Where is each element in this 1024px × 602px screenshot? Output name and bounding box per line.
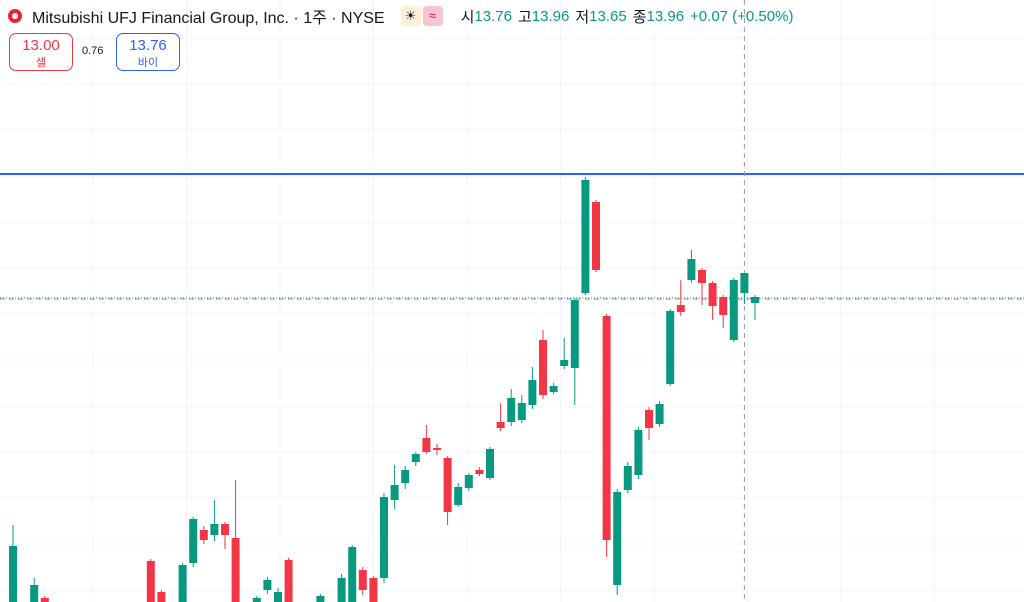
candle-body [475, 470, 484, 474]
candle-body [581, 180, 590, 293]
candle-body [30, 585, 39, 602]
candle-body [221, 524, 229, 535]
candle-body [433, 448, 441, 450]
header: Mitsubishi UFJ Financial Group, Inc. · 1… [8, 5, 793, 27]
candle-body [539, 340, 547, 395]
candle-body [592, 202, 600, 270]
candle-body [284, 560, 293, 602]
candle-body [698, 270, 706, 283]
ohlc-label: 종 [632, 8, 647, 26]
candle-body [570, 300, 579, 368]
candle-body [348, 547, 357, 602]
candle-body [210, 524, 219, 535]
candle-body [676, 305, 685, 312]
candle-body [719, 297, 728, 315]
candle-body [549, 386, 558, 392]
candle-body [40, 598, 49, 602]
candle-body [655, 404, 664, 424]
candle-body [231, 538, 240, 602]
candle-body [613, 492, 622, 585]
candle-body [263, 580, 272, 590]
candle-body [358, 570, 367, 590]
sell-price: 13.00 [22, 37, 60, 54]
candle-body [252, 598, 261, 602]
candle-body [634, 430, 643, 475]
candle-body [507, 398, 516, 422]
candle-body [496, 422, 505, 428]
candle-body [274, 592, 282, 602]
candle-body [740, 273, 749, 293]
candle-body [189, 519, 198, 563]
symbol-icon [8, 9, 22, 23]
sell-label: 셀 [35, 57, 47, 69]
candle-body [146, 561, 155, 602]
symbol-title[interactable]: Mitsubishi UFJ Financial Group, Inc. · 1… [32, 10, 385, 27]
market-status[interactable]: ☀ ≈ [400, 6, 443, 26]
candle-body [517, 403, 526, 420]
candle-body [411, 454, 420, 462]
candle-body [337, 578, 346, 602]
candle-body [666, 311, 675, 384]
candle-body [528, 380, 537, 405]
candle-body [464, 475, 473, 488]
ohlc-label: 고 [517, 8, 532, 26]
candle-body [9, 546, 17, 602]
candle-body [486, 449, 494, 478]
candle-body [316, 596, 325, 602]
candle-body [751, 297, 759, 303]
ohlc-value: 13.96 [531, 7, 570, 25]
candle-body [645, 410, 653, 428]
ohlc-label: 저 [575, 8, 590, 26]
buy-price: 13.76 [129, 37, 167, 54]
ohlc-value: 13.96 [646, 7, 685, 25]
candle-body [708, 283, 717, 306]
candle-body [369, 578, 378, 602]
candle-body [623, 466, 632, 490]
ohlc-value: 13.76 [474, 7, 512, 25]
candle-body [390, 485, 399, 500]
delay-icon: ≈ [422, 6, 443, 26]
candle-body [443, 458, 452, 512]
candle-body [560, 360, 569, 366]
candle-body [199, 530, 208, 540]
candle-body [687, 259, 696, 280]
spread: 0.76 [82, 45, 104, 57]
candle-body [454, 487, 463, 505]
candle-body [401, 470, 410, 483]
candle-body [729, 280, 738, 340]
ohlc-value: 13.65 [589, 7, 627, 25]
candle-body [380, 497, 388, 578]
change: +0.07 (+0.50%) [690, 7, 794, 25]
buy-button[interactable]: 13.76 바이 [116, 33, 180, 71]
candle-body [157, 592, 166, 602]
candle-body [178, 565, 187, 602]
ohlc-label: 시 [460, 8, 475, 26]
candle-body [422, 438, 431, 452]
buy-label: 바이 [137, 57, 159, 69]
session-icon: ☀ [400, 6, 421, 26]
sell-button[interactable]: 13.00 셀 [9, 33, 73, 71]
candle-body [602, 316, 611, 540]
